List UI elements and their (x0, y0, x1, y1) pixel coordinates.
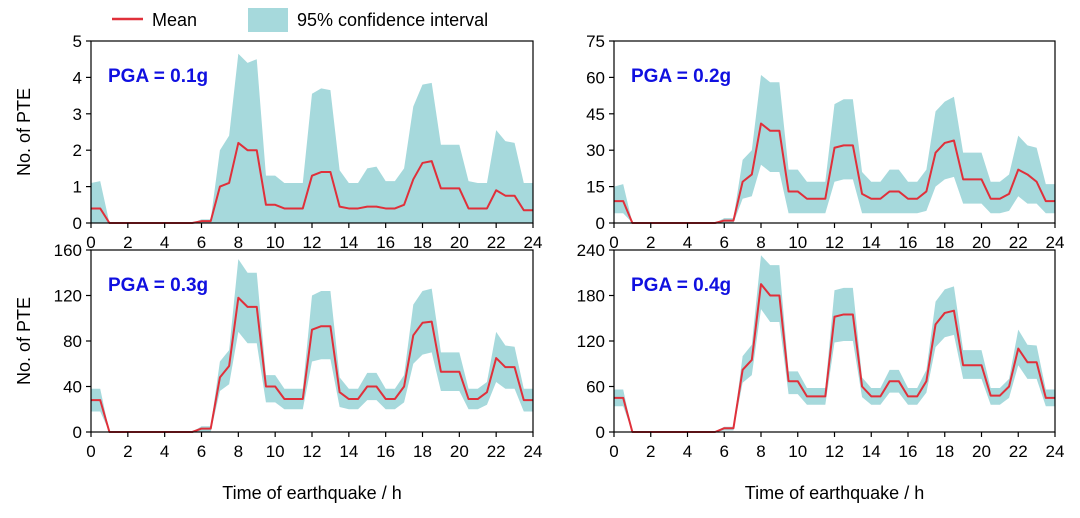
y-tick-label: 40 (63, 378, 82, 397)
x-tick-label: 0 (86, 233, 95, 252)
x-tick-label: 20 (972, 233, 991, 252)
x-tick-label: 16 (899, 233, 918, 252)
y-tick-label: 0 (596, 214, 605, 233)
x-tick-label: 12 (825, 233, 844, 252)
y-tick-label: 4 (73, 68, 82, 87)
x-tick-label: 10 (788, 233, 807, 252)
x-tick-label: 18 (413, 233, 432, 252)
legend-ci-label: 95% confidence interval (297, 10, 488, 30)
y-tick-label: 15 (586, 178, 605, 197)
ci-band (614, 255, 1055, 432)
x-tick-label: 24 (1046, 442, 1065, 461)
panel-label: PGA = 0.2g (631, 66, 731, 87)
x-tick-label: 20 (972, 442, 991, 461)
x-tick-label: 18 (413, 442, 432, 461)
x-tick-label: 2 (646, 442, 655, 461)
x-tick-label: 8 (234, 233, 243, 252)
y-tick-label: 1 (73, 178, 82, 197)
x-tick-label: 10 (266, 233, 285, 252)
ci-band (91, 259, 533, 432)
x-tick-label: 16 (899, 442, 918, 461)
x-tick-label: 12 (303, 233, 322, 252)
x-tick-label: 24 (1046, 233, 1065, 252)
x-tick-label: 24 (524, 233, 543, 252)
ci-band (91, 53, 533, 223)
legend-ci-swatch (248, 8, 288, 32)
x-tick-label: 0 (609, 233, 618, 252)
x-tick-label: 12 (303, 442, 322, 461)
x-tick-label: 8 (756, 442, 765, 461)
x-tick-label: 10 (266, 442, 285, 461)
x-tick-label: 8 (234, 442, 243, 461)
x-axis-title: Time of earthquake / h (222, 483, 401, 503)
legend: Mean 95% confidence interval (112, 8, 488, 32)
x-tick-label: 8 (756, 233, 765, 252)
x-tick-label: 6 (197, 442, 206, 461)
panel-label: PGA = 0.4g (631, 275, 731, 296)
y-tick-label: 180 (577, 287, 605, 306)
x-tick-label: 22 (1009, 233, 1028, 252)
legend-mean-label: Mean (152, 10, 197, 30)
x-tick-label: 14 (339, 233, 358, 252)
x-tick-label: 14 (862, 233, 881, 252)
y-tick-label: 3 (73, 105, 82, 124)
x-tick-label: 6 (720, 233, 729, 252)
panel-label: PGA = 0.1g (108, 66, 208, 87)
y-tick-label: 120 (577, 332, 605, 351)
y-tick-label: 2 (73, 141, 82, 160)
x-tick-label: 0 (609, 442, 618, 461)
x-tick-label: 2 (123, 442, 132, 461)
y-tick-label: 60 (586, 68, 605, 87)
y-tick-label: 240 (577, 241, 605, 260)
panel-label: PGA = 0.3g (108, 275, 208, 296)
y-tick-label: 120 (54, 287, 82, 306)
x-tick-label: 12 (825, 442, 844, 461)
y-tick-label: 5 (73, 32, 82, 51)
x-axis-title: Time of earthquake / h (745, 483, 924, 503)
x-tick-label: 20 (450, 233, 469, 252)
x-tick-label: 4 (683, 233, 692, 252)
y-axis-title: No. of PTE (14, 297, 34, 385)
x-tick-label: 2 (123, 233, 132, 252)
y-axis-title: No. of PTE (14, 88, 34, 176)
x-tick-label: 6 (197, 233, 206, 252)
x-tick-label: 20 (450, 442, 469, 461)
y-tick-label: 0 (596, 423, 605, 442)
x-tick-label: 22 (487, 442, 506, 461)
y-tick-label: 60 (586, 378, 605, 397)
x-tick-label: 22 (1009, 442, 1028, 461)
x-tick-label: 18 (935, 233, 954, 252)
y-tick-label: 30 (586, 141, 605, 160)
x-tick-label: 4 (160, 442, 169, 461)
x-tick-label: 2 (646, 233, 655, 252)
y-tick-label: 0 (73, 423, 82, 442)
x-tick-label: 10 (788, 442, 807, 461)
x-tick-label: 14 (339, 442, 358, 461)
x-tick-label: 18 (935, 442, 954, 461)
y-tick-label: 80 (63, 332, 82, 351)
x-tick-label: 0 (86, 442, 95, 461)
x-tick-label: 16 (376, 233, 395, 252)
x-tick-label: 4 (683, 442, 692, 461)
x-tick-label: 4 (160, 233, 169, 252)
y-tick-label: 75 (586, 32, 605, 51)
x-tick-label: 22 (487, 233, 506, 252)
x-tick-label: 6 (720, 442, 729, 461)
x-tick-label: 16 (376, 442, 395, 461)
y-tick-label: 45 (586, 105, 605, 124)
y-tick-label: 160 (54, 241, 82, 260)
x-tick-label: 14 (862, 442, 881, 461)
y-tick-label: 0 (73, 214, 82, 233)
x-tick-label: 24 (524, 442, 543, 461)
